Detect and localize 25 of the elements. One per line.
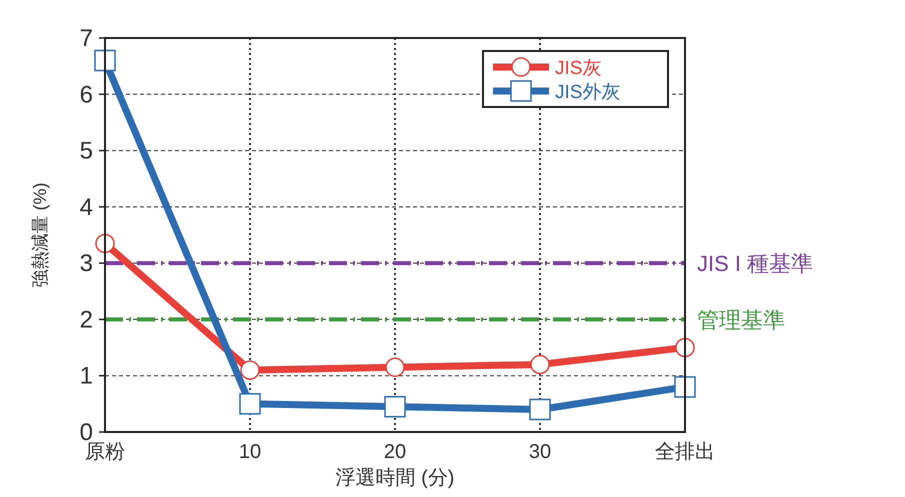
x-tick-label: 全排出	[655, 441, 715, 463]
ref-line-label: 管理基準	[697, 307, 785, 332]
point	[94, 50, 116, 72]
legend-label: JIS外灰	[555, 82, 620, 103]
point	[529, 398, 551, 420]
x-tick-label: 10	[238, 441, 262, 463]
point	[240, 360, 260, 380]
ref-line-label: JIS I 種基準	[697, 251, 814, 276]
y-tick-label: 3	[80, 250, 93, 278]
point	[385, 358, 405, 378]
y-axis-title: 強熱減量 (%)	[30, 182, 50, 288]
x-tick-label: 30	[528, 441, 552, 463]
point	[674, 376, 696, 398]
y-tick-label: 1	[80, 362, 93, 390]
legend-label: JIS灰	[555, 58, 602, 79]
y-tick-label: 2	[80, 306, 93, 334]
y-tick-label: 5	[80, 138, 93, 165]
x-tick-label: 20	[384, 441, 406, 463]
y-tick-label: 6	[80, 81, 93, 108]
point	[239, 393, 261, 415]
y-tick-label: 7	[80, 25, 93, 52]
y-tick-label: 4	[80, 194, 93, 221]
x-axis-title: 浮選時間 (分)	[336, 467, 454, 489]
point	[530, 354, 550, 374]
point	[384, 396, 406, 418]
